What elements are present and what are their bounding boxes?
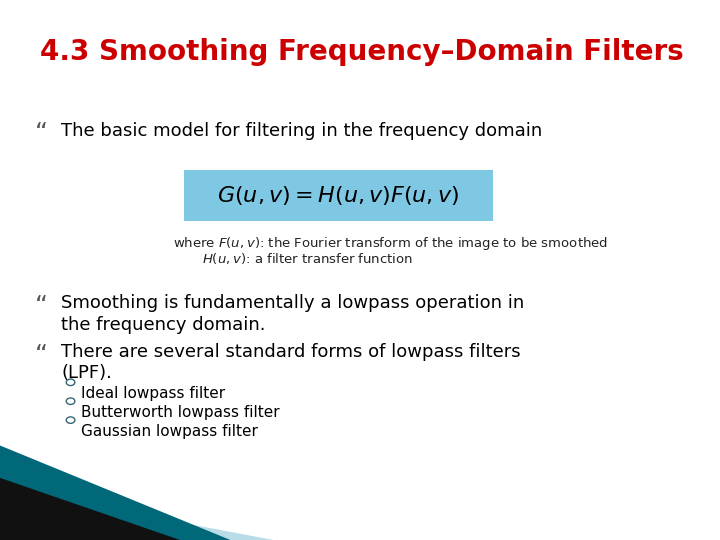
Text: $G(u,v) = H(u,v)F(u,v)$: $G(u,v) = H(u,v)F(u,v)$ xyxy=(217,184,459,207)
Text: Gaussian lowpass filter: Gaussian lowpass filter xyxy=(81,424,258,439)
Text: (LPF).: (LPF). xyxy=(61,364,112,382)
Text: Butterworth lowpass filter: Butterworth lowpass filter xyxy=(81,405,279,420)
Text: “: “ xyxy=(35,343,48,367)
Text: Ideal lowpass filter: Ideal lowpass filter xyxy=(81,386,225,401)
Polygon shape xyxy=(0,478,180,540)
Text: 4.3 Smoothing Frequency–Domain Filters: 4.3 Smoothing Frequency–Domain Filters xyxy=(40,38,683,66)
FancyBboxPatch shape xyxy=(184,170,493,221)
Text: $\mathit{H(u,v)}$: a filter transfer function: $\mathit{H(u,v)}$: a filter transfer fun… xyxy=(202,251,413,266)
Text: Smoothing is fundamentally a lowpass operation in: Smoothing is fundamentally a lowpass ope… xyxy=(61,294,524,312)
Text: where $\mathit{F(u,v)}$: the Fourier transform of the image to be smoothed: where $\mathit{F(u,v)}$: the Fourier tra… xyxy=(173,235,608,252)
Polygon shape xyxy=(0,446,230,540)
Polygon shape xyxy=(0,489,274,540)
Text: There are several standard forms of lowpass filters: There are several standard forms of lowp… xyxy=(61,343,521,361)
Text: “: “ xyxy=(35,294,48,318)
Text: the frequency domain.: the frequency domain. xyxy=(61,316,266,334)
Text: “: “ xyxy=(35,122,48,145)
Text: The basic model for filtering in the frequency domain: The basic model for filtering in the fre… xyxy=(61,122,542,139)
